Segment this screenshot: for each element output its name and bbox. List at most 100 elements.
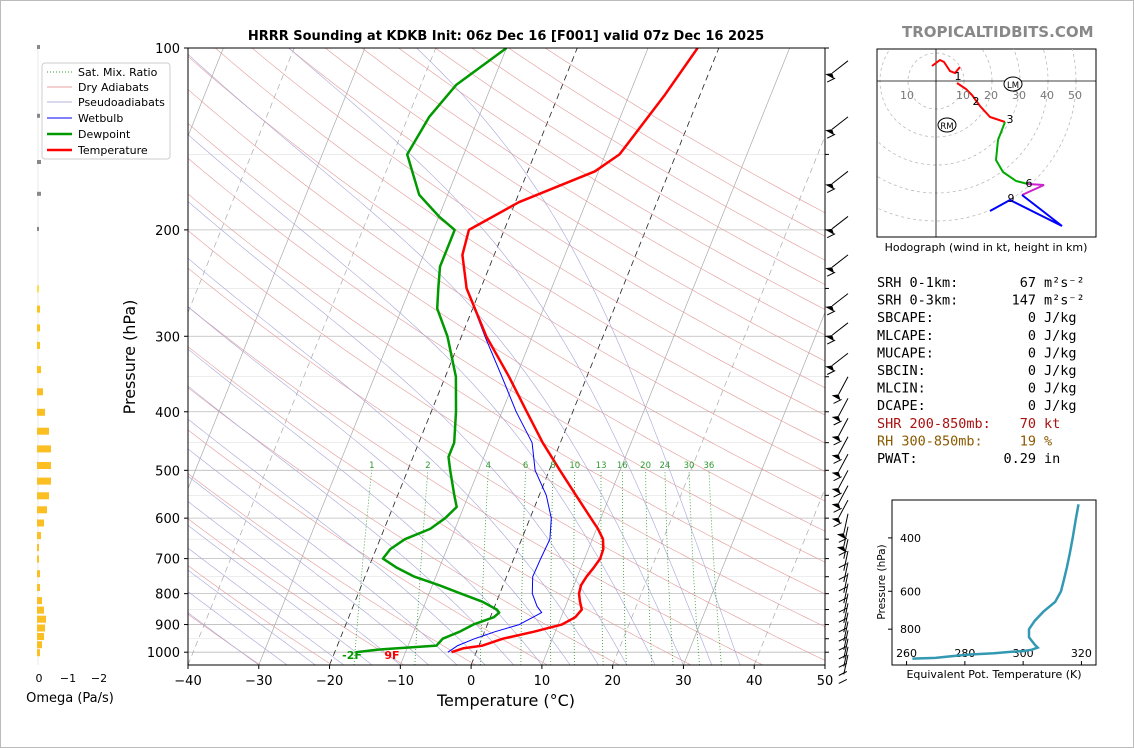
pseudoadiabat-line [188,448,458,665]
x-tick-label: 20 [604,674,621,689]
mixing-ratio-label: 4 [486,461,491,471]
omega-bar [37,597,42,605]
wind-barb-feather [826,339,836,345]
wind-barb-staff [843,539,849,559]
dry-adiabat-line [188,387,620,665]
omega-bar [37,624,45,632]
isotherm-line [188,48,295,314]
wind-barb [831,485,849,513]
surface-temperature-label: 9F [384,649,399,662]
hodo-ring-label-10: 10 [956,89,970,102]
wind-barb-feather [838,645,848,651]
wind-barb-staff [838,453,849,472]
wind-barb-flag [825,129,835,136]
omega-bar [37,649,40,657]
index-label: RH 300-850mb: [877,433,983,449]
wind-barb-feather [826,370,836,375]
isotherm-line [188,48,437,665]
mixing-ratio-label: 36 [703,461,714,471]
x-tick-label: −30 [245,674,272,689]
omega-bar [37,477,51,485]
wind-barb-flag [831,435,841,442]
dry-adiabat-line [215,48,825,444]
wind-barb [838,654,849,684]
wind-barb-flag [825,305,835,312]
y-tick-label: 400 [155,406,180,421]
wind-barb-staff [843,638,849,659]
mixing-ratio-label: 20 [640,461,651,471]
index-value: 0.29 [1003,451,1036,467]
dry-adiabat-line [325,48,825,362]
index-value: 0 [1028,381,1036,397]
theta-e-x-tick-label: 320 [1071,647,1092,660]
wind-barb-feather [826,77,836,83]
pseudoadiabat-line [416,48,741,665]
index-unit: J/kg [1044,310,1077,326]
index-label: SBCIN: [877,363,926,379]
dry-adiabat-line [188,346,692,665]
index-unit: in [1044,451,1060,467]
wind-barb-staff [843,603,849,624]
dry-adiabat-line [188,565,333,665]
wind-barb-flag [831,503,841,510]
theta-e-y-tick-label: 800 [900,623,921,636]
wind-barb-feather [833,522,842,528]
omega-bar [37,191,41,196]
wind-barb-feather [833,458,842,464]
mixing-ratio-line [414,470,429,665]
mixing-ratio-line [688,470,700,665]
omega-panel: 0 −1 −2 Omega (Pa/s) [26,45,114,706]
omega-bar [37,633,44,640]
wind-barb-feather [838,636,848,642]
hodo-height-1: 1 [955,70,962,83]
wind-barb-flag [825,267,835,274]
mixing-ratio-labels: 1 2 4 6 8 10 13 16 20 24 30 36 [369,461,714,471]
pseudoadiabat-line [188,612,259,665]
wind-barb [825,116,849,139]
index-value: 67 [1020,275,1036,291]
dry-adiabat-line [188,473,476,665]
legend-entry-dry: Dry Adiabats [78,81,149,94]
omega-bar [37,532,41,540]
pseudoadiabat-line [188,257,599,665]
mixing-ratio-line [479,470,489,665]
wind-barb-feather [826,233,836,239]
wind-barb [831,418,849,446]
theta-e-y-tick-label: 600 [900,585,921,598]
wind-barb-staff [843,593,849,614]
hodograph-segment [989,194,1063,227]
wind-barb [838,603,849,633]
dry-adiabat-line [188,89,825,502]
hodograph-segment [956,82,1006,123]
wind-barb-feather [838,617,848,623]
hodograph-segment [931,58,961,75]
wind-barb-staff [838,470,849,489]
mixing-ratio-line [621,470,627,665]
index-unit: m²s⁻² [1044,293,1085,309]
isotherm-line [541,48,790,665]
wind-barb-flag [831,471,841,478]
mixing-ratio-label: 13 [596,461,607,471]
x-tick-label: 50 [817,674,834,689]
wind-barb-flag [831,416,841,422]
omega-bar [37,285,39,293]
omega-bar [37,462,51,469]
wind-barb-staff [831,352,849,366]
legend-entry-pseudo: Pseudoadiabats [78,96,165,109]
mixing-ratio-line [600,470,604,665]
index-value: 19 [1020,433,1036,449]
wind-barb-feather [838,597,848,603]
hodo-height-2: 2 [973,95,980,108]
profile-lines [355,48,699,654]
dry-adiabat-line [288,48,825,389]
hodo-height-3: 3 [1007,113,1014,126]
y-tick-label: 500 [155,464,180,479]
index-value: 0 [1028,345,1036,361]
omega-bar [37,388,43,396]
isotherm-line [683,311,825,665]
pseudoadiabat-line [288,48,713,665]
omega-bar [37,555,39,563]
omega-axis-label: Omega (Pa/s) [26,691,114,706]
omega-bar [37,408,45,416]
